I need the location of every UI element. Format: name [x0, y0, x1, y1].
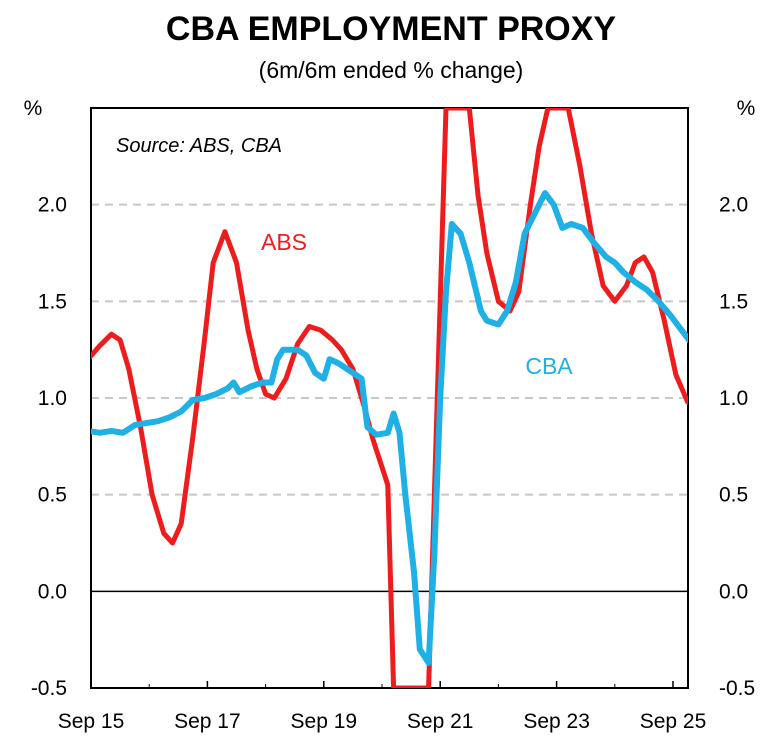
x-tick-label: Sep 17 — [174, 710, 241, 733]
y-tick-label-right: 1.5 — [719, 290, 748, 313]
left-axis-unit: % — [24, 97, 43, 120]
y-tick-label-right: 1.0 — [719, 387, 748, 410]
y-tick-label-left: 2.0 — [38, 194, 67, 217]
y-tick-label-right: 0.5 — [719, 484, 748, 507]
series-group — [91, 108, 688, 688]
y-tick-label-right: 2.0 — [719, 194, 748, 217]
right-axis-unit: % — [737, 97, 756, 120]
x-tick-label: Sep 25 — [640, 710, 707, 733]
y-tick-label-left: -0.5 — [31, 677, 67, 700]
x-tick-label: Sep 21 — [407, 710, 474, 733]
source-note: Source: ABS, CBA — [116, 135, 282, 157]
y-tick-label-left: 0.5 — [38, 484, 67, 507]
x-tick-label: Sep 23 — [523, 710, 590, 733]
series-label-abs: ABS — [261, 229, 307, 255]
y-tick-label-right: -0.5 — [719, 677, 755, 700]
series-line-cba — [91, 190, 688, 666]
chart-subtitle: (6m/6m ended % change) — [259, 57, 524, 83]
y-tick-label-right: 0.0 — [719, 580, 748, 603]
plot-area: -0.5 -0.5 0.0 0.0 0.5 0.5 1.0 1.0 1.5 1.5 2.0 2.0 Se… — [31, 107, 755, 733]
x-tick-label: Sep 19 — [291, 710, 358, 733]
y-tick-label-left: 1.0 — [38, 387, 67, 410]
series-label-cba: CBA — [525, 353, 573, 379]
y-tick-label-left: 1.5 — [38, 290, 67, 313]
y-tick-label-left: 0.0 — [38, 580, 67, 603]
x-tick-label: Sep 15 — [58, 710, 125, 733]
chart-title: CBA EMPLOYMENT PROXY — [166, 10, 617, 48]
